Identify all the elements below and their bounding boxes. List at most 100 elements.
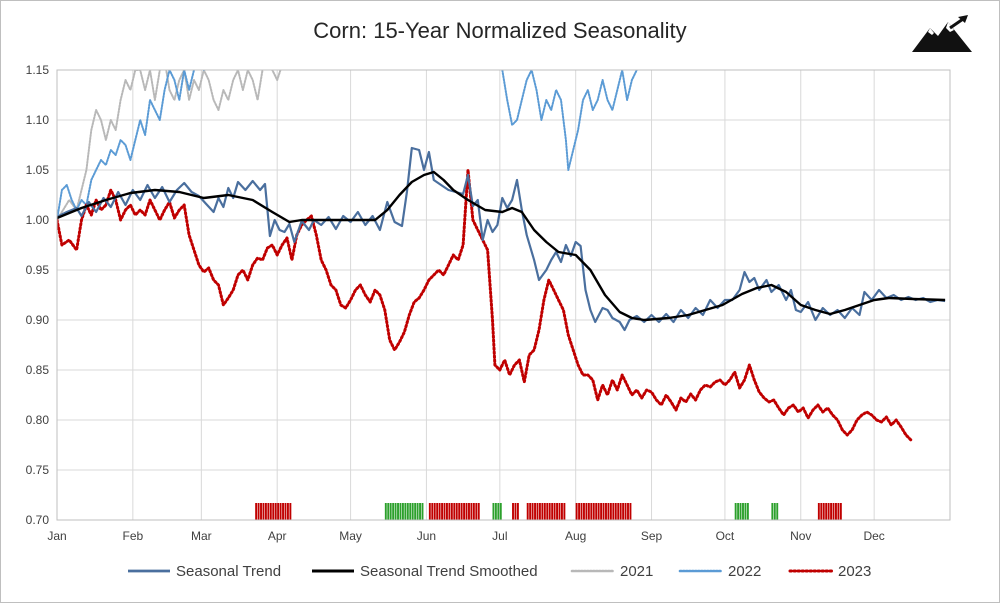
signal-tick [526, 503, 529, 520]
signal-tick [267, 503, 270, 520]
signal-tick [448, 503, 451, 520]
signal-tick [397, 503, 399, 520]
signal-tick [497, 503, 500, 520]
signal-tick [622, 503, 625, 520]
signal-tick [583, 503, 585, 520]
signal-tick [468, 503, 470, 520]
x-tick-label: Jul [492, 529, 507, 543]
y-tick-label: 0.80 [26, 413, 50, 427]
signal-tick [531, 503, 534, 520]
legend-item-y2023: 2023 [788, 563, 871, 580]
y-tick-label: 0.70 [26, 513, 50, 527]
signal-tick [538, 503, 541, 520]
signal-tick [614, 503, 617, 520]
signal-tick [605, 503, 607, 520]
signal-tick [556, 503, 559, 520]
signal-tick [431, 503, 434, 520]
signal-tick [282, 503, 284, 520]
signal-tick [839, 503, 842, 520]
signal-tick [602, 503, 605, 520]
signal-bar-sell [255, 503, 292, 520]
signal-bar-buy [492, 503, 502, 520]
signal-tick [264, 503, 267, 520]
signal-tick [284, 503, 287, 520]
y-tick-label: 1.00 [26, 213, 50, 227]
signal-tick [404, 503, 407, 520]
gridlines [56, 69, 950, 521]
signal-tick [835, 503, 837, 520]
signal-tick [394, 503, 397, 520]
x-tick-label: Dec [863, 529, 884, 543]
mountain-logo-icon [912, 15, 972, 52]
series-line-y2023 [57, 168, 913, 442]
signal-tick [546, 503, 549, 520]
signal-tick [590, 503, 593, 520]
signal-tick [406, 503, 409, 520]
signal-tick [269, 503, 272, 520]
x-tick-label: Nov [790, 529, 811, 543]
x-tick-label: Apr [268, 529, 287, 543]
x-tick-label: Feb [123, 529, 144, 543]
series-line-y2022 [57, 70, 206, 221]
signal-tick [548, 503, 551, 520]
legend-label: Seasonal Trend Smoothed [360, 563, 538, 580]
legend-item-y2022: 2022 [678, 563, 761, 580]
signal-tick [453, 503, 456, 520]
signal-tick [446, 503, 448, 520]
series-line-y2022 [501, 70, 638, 171]
signal-bar-buy [384, 503, 424, 520]
signal-tick [436, 503, 439, 520]
signal-tick [279, 503, 282, 520]
signal-tick [433, 503, 436, 520]
signal-tick [580, 503, 583, 520]
signal-bar-sell [817, 503, 842, 520]
legend: Seasonal Trend Seasonal Trend Smoothed 202… [128, 563, 871, 580]
signal-tick [428, 503, 431, 520]
signal-tick [737, 503, 740, 520]
signal-tick [619, 503, 622, 520]
signal-bar-sell [512, 503, 519, 520]
signal-tick [274, 503, 277, 520]
signal-bar-buy [734, 503, 749, 520]
legend-item-seasonal: Seasonal Trend [128, 563, 281, 580]
signal-tick [587, 503, 590, 520]
signal-tick [414, 503, 417, 520]
y-tick-label: 0.85 [26, 363, 50, 377]
signal-tick [820, 503, 823, 520]
signal-tick [776, 503, 779, 520]
signal-tick [543, 503, 546, 520]
signal-tick [744, 503, 747, 520]
signal-tick [739, 503, 742, 520]
signal-tick [512, 503, 514, 520]
signal-tick [609, 503, 612, 520]
signal-tick [746, 503, 749, 520]
signal-tick [822, 503, 825, 520]
x-tick-label: Aug [565, 529, 586, 543]
signal-tick [255, 503, 258, 520]
signal-tick [401, 503, 404, 520]
signal-tick [262, 503, 265, 520]
legend-label: 2023 [838, 563, 871, 580]
y-tick-label: 0.90 [26, 313, 50, 327]
signal-tick [597, 503, 600, 520]
y-tick-label: 1.05 [26, 163, 50, 177]
signal-tick [617, 503, 620, 520]
signal-tick [465, 503, 468, 520]
signal-tick [529, 503, 532, 520]
signal-tick [470, 503, 473, 520]
signal-tick [627, 503, 629, 520]
y-tick-label: 1.10 [26, 113, 50, 127]
signal-tick [516, 503, 519, 520]
signal-bar-sell [526, 503, 566, 520]
signal-bar-sell [428, 503, 480, 520]
signal-tick [455, 503, 458, 520]
signal-tick [624, 503, 627, 520]
signal-tick [817, 503, 820, 520]
signal-tick [575, 503, 578, 520]
legend-label: 2021 [620, 563, 653, 580]
signal-tick [499, 503, 502, 520]
y-tick-labels: 0.70 0.75 0.80 0.85 0.90 0.95 1.00 1.05 1.10 1.15 [26, 63, 50, 527]
signal-tick [286, 503, 289, 520]
signal-tick [257, 503, 260, 520]
signal-tick [443, 503, 446, 520]
